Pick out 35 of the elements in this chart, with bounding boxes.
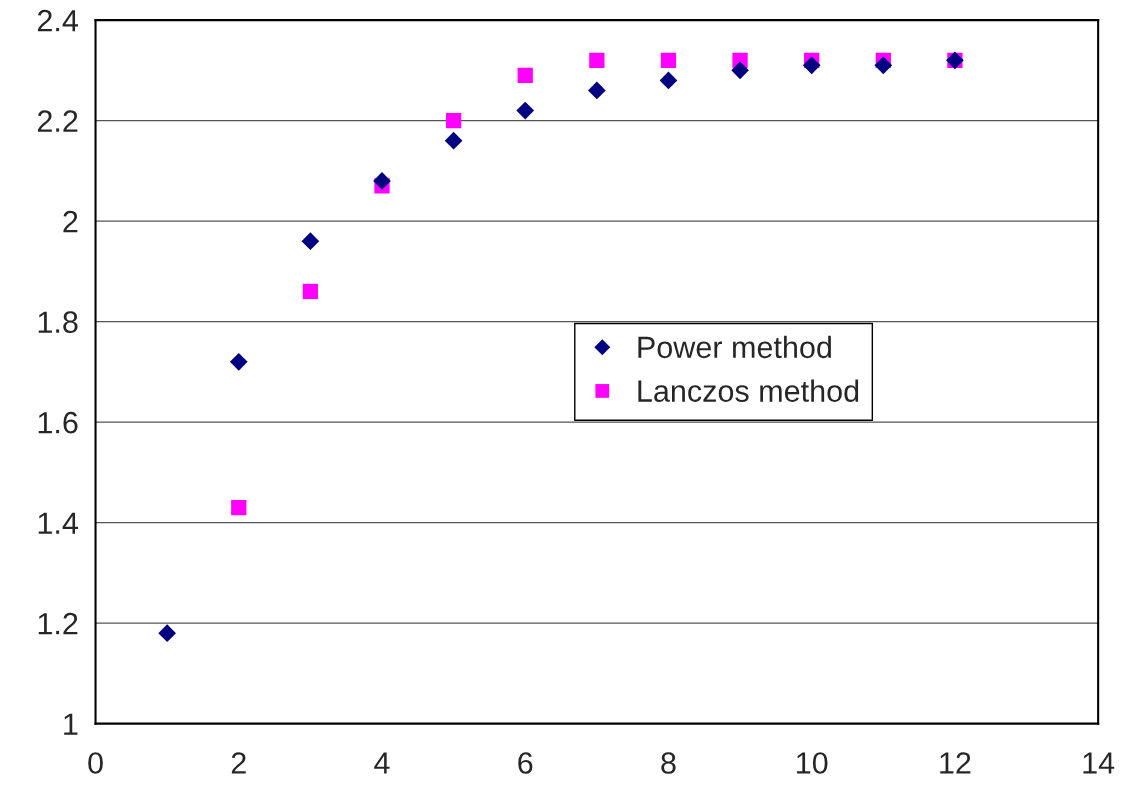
point (731, 61, 749, 80)
point (158, 624, 176, 642)
y-tick-label: 1 (64, 713, 78, 735)
y-tick-label: 2 (63, 210, 78, 233)
x-tick-label: 0 (88, 752, 103, 774)
y-tick-label: 1.8 (38, 311, 78, 333)
point (589, 52, 605, 68)
point (659, 71, 678, 90)
legend-label: Power method (638, 335, 831, 359)
point (445, 112, 462, 129)
point (302, 283, 319, 300)
y-tick-label: 2.2 (37, 110, 78, 132)
legend-label: Lanczos method (638, 379, 859, 402)
y-tick-label: 1.4 (38, 512, 78, 534)
x-tick-label: 6 (518, 752, 533, 774)
point (516, 101, 535, 120)
point (301, 232, 320, 251)
point (373, 172, 391, 190)
x-tick-label: 4 (374, 752, 390, 774)
point (802, 56, 821, 75)
x-tick-label: 2 (231, 752, 246, 774)
y-tick-label: 2.4 (37, 9, 78, 32)
x-tick-label: 10 (797, 752, 828, 774)
point (444, 131, 463, 150)
y-tick-label: 1.2 (38, 612, 78, 635)
x-tick-label: 12 (940, 752, 971, 774)
x-tick-label: 14 (1083, 752, 1115, 774)
y-tick-label: 1.6 (38, 411, 78, 434)
point (874, 56, 893, 75)
point (588, 81, 606, 100)
point (517, 67, 533, 84)
point (660, 52, 677, 68)
x-tick-label: 8 (661, 752, 676, 774)
point (231, 499, 247, 516)
point (229, 352, 248, 371)
